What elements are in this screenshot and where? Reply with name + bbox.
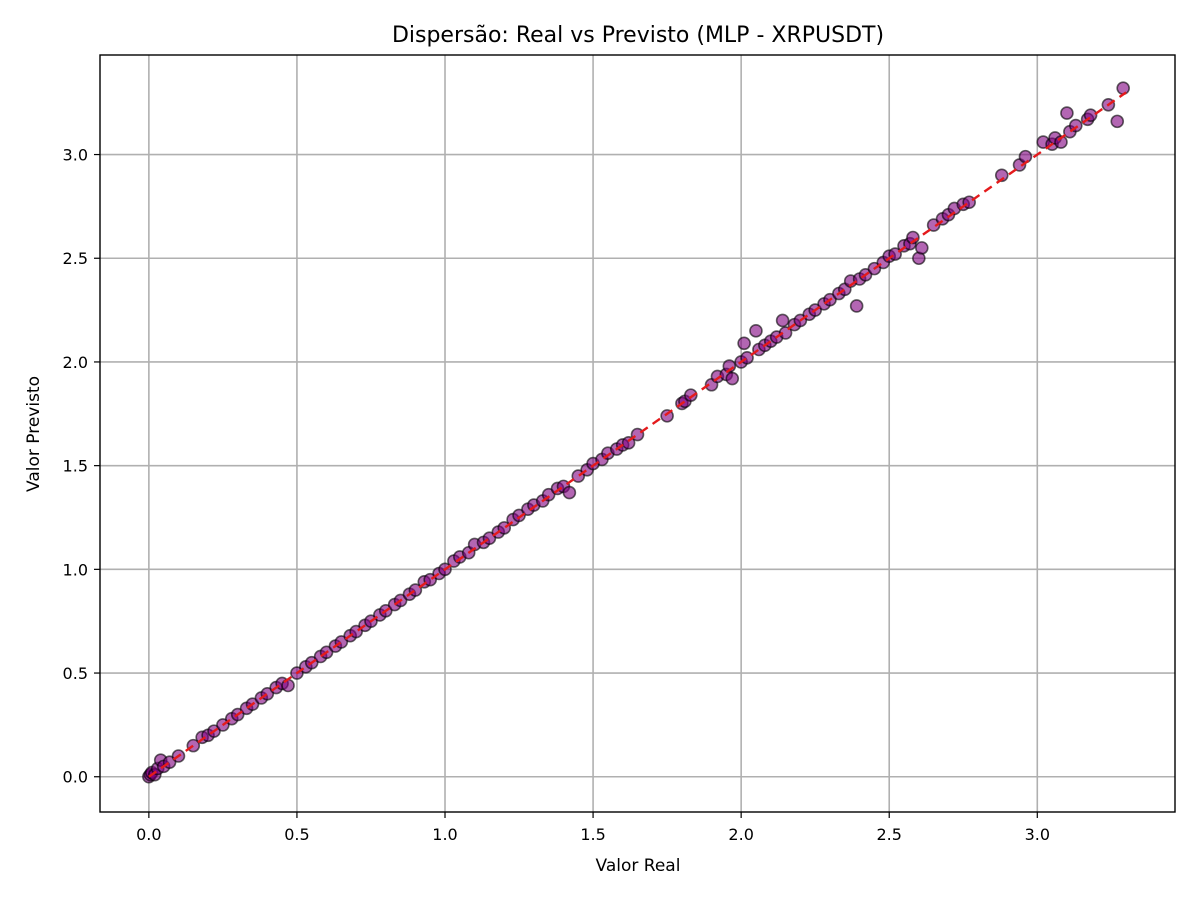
data-point bbox=[737, 336, 751, 351]
grid-lines bbox=[100, 55, 1175, 812]
x-tick-label: 1.5 bbox=[580, 825, 605, 844]
data-point bbox=[1060, 106, 1074, 120]
data-point bbox=[1110, 114, 1125, 129]
data-point bbox=[749, 324, 763, 338]
data-point bbox=[994, 168, 1009, 183]
x-tick-label: 3.0 bbox=[1025, 825, 1050, 844]
data-point bbox=[849, 299, 864, 313]
data-point bbox=[914, 241, 929, 255]
reference-line-layer bbox=[148, 91, 1127, 778]
y-tick-label: 0.5 bbox=[63, 664, 88, 683]
x-tick-label: 2.0 bbox=[728, 825, 753, 844]
y-tick-label: 1.5 bbox=[63, 457, 88, 476]
data-point bbox=[1116, 81, 1130, 95]
y-tick-label: 2.0 bbox=[63, 353, 88, 372]
axis-ticks: 0.0 0.5 1.0 1.5 2.0 2.5 3.0 0.0 0.5 1.0 1.5 2.0 2.5 3… bbox=[63, 146, 1050, 844]
x-axis-label: Valor Real bbox=[596, 856, 681, 876]
y-tick-label: 0.0 bbox=[63, 768, 88, 787]
data-point bbox=[562, 485, 577, 500]
data-point bbox=[1018, 149, 1033, 164]
y-axis-label: Valor Previsto bbox=[24, 376, 44, 492]
x-tick-label: 1.0 bbox=[432, 825, 457, 844]
plot-frame bbox=[99, 54, 1176, 813]
y-tick-label: 2.5 bbox=[63, 249, 88, 268]
x-tick-label: 0.5 bbox=[284, 825, 309, 844]
x-tick-label: 0.0 bbox=[136, 825, 161, 844]
chart-title: Dispersão: Real vs Previsto (MLP - XRPUS… bbox=[392, 23, 884, 48]
x-tick-label: 2.5 bbox=[876, 825, 901, 844]
reference-line bbox=[148, 91, 1127, 778]
data-point bbox=[684, 388, 698, 402]
y-tick-label: 3.0 bbox=[63, 146, 88, 165]
y-tick-label: 1.0 bbox=[63, 560, 88, 579]
data-point bbox=[725, 371, 740, 386]
data-point bbox=[775, 313, 790, 328]
